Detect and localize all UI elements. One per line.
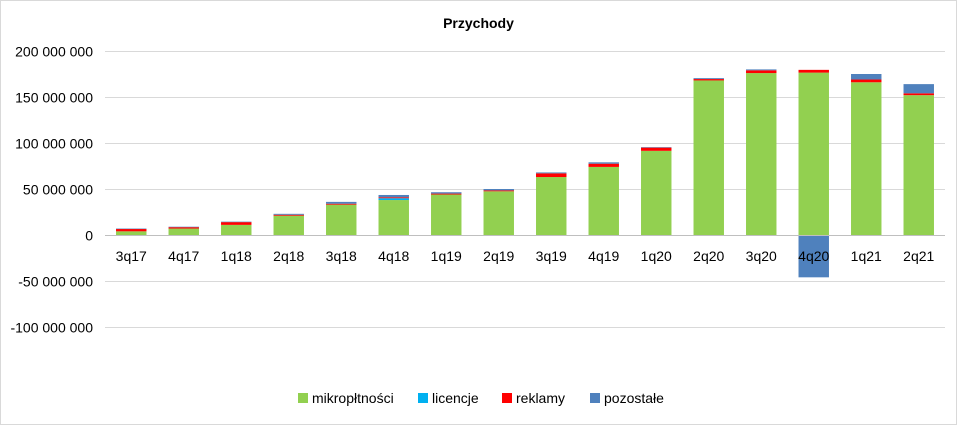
bar-segment xyxy=(903,84,934,94)
x-tick-label: 3q18 xyxy=(326,248,357,264)
bar-segment xyxy=(746,69,777,71)
y-tick-label: -100 000 000 xyxy=(10,320,93,336)
y-tick-label: 0 xyxy=(85,228,93,244)
legend-label: reklamy xyxy=(516,390,565,406)
bar-segment xyxy=(116,228,147,230)
bar-segment xyxy=(431,193,462,195)
bar-segment xyxy=(536,172,567,174)
legend-label: mikropłtności xyxy=(312,390,394,406)
bar-segment xyxy=(221,221,252,223)
x-tick-label: 1q20 xyxy=(641,248,672,264)
bar-segment xyxy=(168,228,199,235)
x-tick-label: 2q19 xyxy=(483,248,514,264)
bar-segment xyxy=(378,194,409,198)
x-tick-label: 3q20 xyxy=(746,248,777,264)
bar-segment xyxy=(536,177,567,235)
bar-segment xyxy=(536,173,567,178)
bar-segment xyxy=(116,229,147,232)
x-tick-label: 3q17 xyxy=(116,248,147,264)
legend-swatch xyxy=(298,393,308,403)
x-tick-label: 1q18 xyxy=(221,248,252,264)
bar-segment xyxy=(221,224,252,235)
x-tick-label: 1q21 xyxy=(851,248,882,264)
bar-segment xyxy=(641,147,672,148)
x-tick-label: 4q19 xyxy=(588,248,619,264)
bar-segment xyxy=(273,215,304,235)
bar-segment xyxy=(378,198,409,201)
x-axis-tick-labels: 3q17 4q17 1q18 2q18 3q18 4q18 1q19 2q19 3q19 4q19… xyxy=(116,248,935,264)
bar-segment xyxy=(851,82,882,235)
legend-swatch xyxy=(502,393,512,403)
bar-segment xyxy=(326,201,357,204)
x-tick-label: 2q18 xyxy=(273,248,304,264)
x-tick-label: 1q19 xyxy=(431,248,462,264)
bar-segment xyxy=(746,73,777,235)
bar-segment xyxy=(798,69,829,73)
x-tick-label: 4q20 xyxy=(798,248,829,264)
bar-segment xyxy=(903,95,934,235)
bar-segment xyxy=(588,162,619,164)
bar-segment xyxy=(431,194,462,235)
bar-segment xyxy=(798,72,829,236)
legend-swatch xyxy=(418,393,428,403)
y-tick-label: 50 000 000 xyxy=(23,182,93,198)
bar-segment xyxy=(641,150,672,235)
legend-label: pozostałe xyxy=(604,390,664,406)
bar-segment xyxy=(378,200,409,235)
bar-segment xyxy=(273,213,304,215)
bar-segment xyxy=(326,203,357,205)
bar-segment xyxy=(746,70,777,74)
legend-swatch xyxy=(590,393,600,403)
y-tick-label: -50 000 000 xyxy=(18,274,93,290)
bar-segment xyxy=(851,79,882,83)
chart-title: Przychody xyxy=(443,15,514,31)
bar-segment xyxy=(326,204,357,235)
x-tick-label: 2q21 xyxy=(903,248,934,264)
bar-segment xyxy=(693,80,724,235)
bar-segment xyxy=(116,231,147,235)
legend-label: licencje xyxy=(432,390,479,406)
bar-segment xyxy=(168,226,199,228)
bar-segment xyxy=(588,163,619,167)
bar-segment xyxy=(431,192,462,194)
bars xyxy=(116,69,934,278)
x-tick-label: 2q20 xyxy=(693,248,724,264)
bar-segment xyxy=(693,78,724,80)
bar-segment xyxy=(903,93,934,96)
bar-segment xyxy=(641,147,672,151)
bar-segment xyxy=(168,227,199,229)
bar-segment xyxy=(851,74,882,80)
x-tick-label: 4q17 xyxy=(168,248,199,264)
x-tick-label: 4q18 xyxy=(378,248,409,264)
x-tick-label: 3q19 xyxy=(536,248,567,264)
y-tick-label: 150 000 000 xyxy=(15,90,93,106)
bar-segment xyxy=(798,235,829,278)
y-axis-tick-labels: -100 000 000 -50 000 000 0 50 000 000 100 00… xyxy=(10,44,93,336)
legend: mikropłtności licencje reklamy pozostałe xyxy=(298,390,664,406)
bar-segment xyxy=(483,191,514,235)
bar-segment xyxy=(693,79,724,81)
bar-segment xyxy=(588,166,619,235)
bar-segment xyxy=(483,189,514,191)
bar-segment xyxy=(483,190,514,192)
bar-segment xyxy=(221,222,252,225)
bar-segment xyxy=(378,197,409,199)
y-tick-label: 100 000 000 xyxy=(15,136,93,152)
y-tick-label: 200 000 000 xyxy=(15,44,93,60)
bar-segment xyxy=(273,214,304,216)
